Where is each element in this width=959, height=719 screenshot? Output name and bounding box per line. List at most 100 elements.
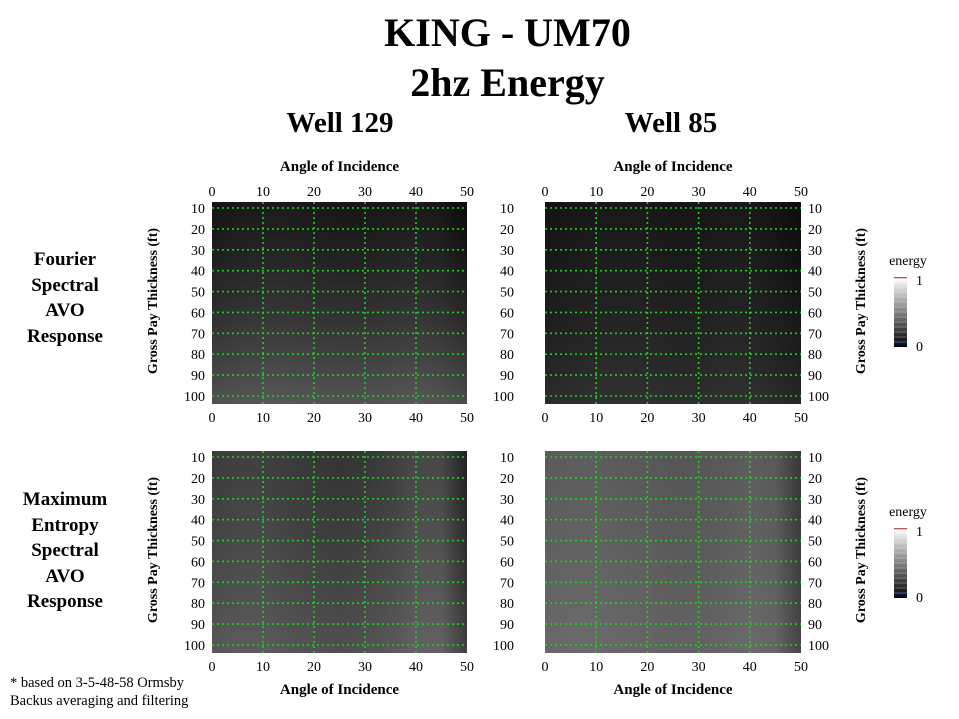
y-tick-right-90-w85-fourier: 90 [808, 369, 822, 384]
y-tick-left-100-w85-fourier: 100 [493, 390, 514, 405]
well-title-85: Well 85 [624, 107, 718, 139]
x-tick-bottom-50-w129-mem: 50 [460, 660, 474, 675]
x-tick-bottom-50-w129-fourier: 50 [460, 411, 474, 426]
y-tick-left-90-w85-fourier: 90 [500, 369, 514, 384]
y-tick-left-70-w85-mem: 70 [500, 576, 514, 591]
x-tick-top-30-w129-fourier: 30 [358, 185, 372, 200]
heatmap-thickness-shading-w129-fourier [212, 202, 467, 404]
x-tick-bottom-30-w85-mem: 30 [692, 660, 706, 675]
y-tick-left-40-w85-fourier: 40 [500, 265, 514, 280]
x-tick-top-40-w85-fourier: 40 [743, 185, 757, 200]
y-tick-10-w129-fourier: 10 [191, 202, 205, 217]
colorbar-min-label-mem: 0 [916, 591, 923, 606]
x-tick-bottom-30-w129-fourier: 30 [358, 411, 372, 426]
x-tick-top-20-w85-fourier: 20 [640, 185, 654, 200]
y-tick-right-90-w85-mem: 90 [808, 618, 822, 633]
heatmap-w85-fourier [545, 202, 801, 404]
x-tick-bottom-10-w85-mem: 10 [589, 660, 603, 675]
x-tick-bottom-20-w85-mem: 20 [640, 660, 654, 675]
y-tick-right-60-w85-fourier: 60 [808, 306, 822, 321]
y-tick-30-w129-fourier: 30 [191, 244, 205, 259]
x-tick-top-20-w129-fourier: 20 [307, 185, 321, 200]
x-tick-top-40-w129-fourier: 40 [409, 185, 423, 200]
x-tick-bottom-30-w129-mem: 30 [358, 660, 372, 675]
x-tick-bottom-0-w129-mem: 0 [209, 660, 216, 675]
y-tick-left-30-w85-fourier: 30 [500, 244, 514, 259]
y-tick-90-w129-fourier: 90 [191, 369, 205, 384]
colorbar-max-label-fourier: 1 [916, 274, 923, 289]
x-tick-bottom-50-w85-mem: 50 [794, 660, 808, 675]
x-tick-bottom-20-w129-mem: 20 [307, 660, 321, 675]
y-axis-title-right-w85-mem: Gross Pay Thickness (ft) [854, 477, 869, 623]
y-tick-right-50-w85-fourier: 50 [808, 286, 822, 301]
y-tick-right-40-w85-fourier: 40 [808, 265, 822, 280]
x-tick-bottom-10-w129-mem: 10 [256, 660, 270, 675]
x-tick-top-30-w85-fourier: 30 [692, 185, 706, 200]
y-tick-40-w129-fourier: 40 [191, 265, 205, 280]
y-tick-90-w129-mem: 90 [191, 618, 205, 633]
colorbar-max-label-mem: 1 [916, 525, 923, 540]
x-tick-bottom-40-w129-mem: 40 [409, 660, 423, 675]
x-tick-bottom-30-w85-fourier: 30 [692, 411, 706, 426]
x-tick-top-10-w85-fourier: 10 [589, 185, 603, 200]
y-tick-60-w129-mem: 60 [191, 555, 205, 570]
y-tick-10-w129-mem: 10 [191, 451, 205, 466]
y-tick-left-40-w85-mem: 40 [500, 514, 514, 529]
y-tick-right-20-w85-mem: 20 [808, 472, 822, 487]
y-tick-left-10-w85-fourier: 10 [500, 202, 514, 217]
x-tick-bottom-20-w85-fourier: 20 [640, 411, 654, 426]
x-tick-bottom-10-w85-fourier: 10 [589, 411, 603, 426]
y-tick-left-50-w85-mem: 50 [500, 535, 514, 550]
y-tick-left-30-w85-mem: 30 [500, 493, 514, 508]
y-tick-left-60-w85-mem: 60 [500, 555, 514, 570]
footnote-line-1: * based on 3-5-48-58 Ormsby [10, 675, 184, 691]
y-tick-70-w129-fourier: 70 [191, 327, 205, 342]
heatmap-w129-mem [212, 451, 467, 653]
x-tick-bottom-50-w85-fourier: 50 [794, 411, 808, 426]
colorbar-min-label-fourier: 0 [916, 340, 923, 355]
x-tick-top-0-w129-fourier: 0 [209, 185, 216, 200]
y-tick-right-30-w85-fourier: 30 [808, 244, 822, 259]
row-label-max-entropy-line-4: AVO [45, 565, 85, 587]
x-axis-title-top-w85-fourier: Angle of Incidence [613, 159, 733, 175]
y-tick-right-10-w85-fourier: 10 [808, 202, 822, 217]
y-tick-right-60-w85-mem: 60 [808, 555, 822, 570]
heatmap-w129-fourier [212, 202, 467, 404]
footnote-line-2: Backus averaging and filtering [10, 692, 189, 709]
y-tick-80-w129-fourier: 80 [191, 348, 205, 363]
y-tick-right-70-w85-mem: 70 [808, 576, 822, 591]
row-label-max-entropy-line-1: Maximum [22, 489, 108, 510]
y-tick-left-20-w85-mem: 20 [500, 472, 514, 487]
row-label-fourier: Fourier Spectral AVO Response [5, 247, 125, 349]
x-tick-bottom-40-w129-fourier: 40 [409, 411, 423, 426]
y-tick-80-w129-mem: 80 [191, 597, 205, 612]
y-tick-right-40-w85-mem: 40 [808, 514, 822, 529]
y-tick-20-w129-mem: 20 [191, 472, 205, 487]
x-tick-bottom-0-w85-mem: 0 [542, 660, 549, 675]
x-tick-bottom-0-w129-fourier: 0 [209, 411, 216, 426]
row-label-max-entropy-line-3: Spectral [31, 540, 99, 561]
y-tick-100-w129-mem: 100 [184, 639, 205, 654]
heatmap-thickness-shading-w129-mem [212, 451, 467, 653]
y-tick-left-80-w85-mem: 80 [500, 597, 514, 612]
y-tick-right-80-w85-mem: 80 [808, 597, 822, 612]
y-tick-40-w129-mem: 40 [191, 514, 205, 529]
row-label-fourier-line-2: Spectral [31, 274, 99, 296]
y-tick-right-80-w85-fourier: 80 [808, 348, 822, 363]
y-tick-50-w129-mem: 50 [191, 535, 205, 550]
x-tick-top-50-w85-fourier: 50 [794, 185, 808, 200]
y-tick-right-30-w85-mem: 30 [808, 493, 822, 508]
y-tick-left-70-w85-fourier: 70 [500, 327, 514, 342]
y-tick-100-w129-fourier: 100 [184, 390, 205, 405]
y-tick-left-20-w85-fourier: 20 [500, 223, 514, 238]
row-label-max-entropy-line-5: Response [26, 591, 103, 612]
x-tick-top-10-w129-fourier: 10 [256, 185, 270, 200]
row-label-max-entropy-line-2: Entropy [31, 514, 99, 536]
y-tick-left-10-w85-mem: 10 [500, 451, 514, 466]
colorbar-label-mem: energy [889, 505, 927, 520]
heatmap-thickness-shading-w85-mem [545, 451, 801, 653]
y-tick-right-100-w85-mem: 100 [808, 639, 829, 654]
y-tick-70-w129-mem: 70 [191, 576, 205, 591]
x-tick-bottom-40-w85-mem: 40 [743, 660, 757, 675]
